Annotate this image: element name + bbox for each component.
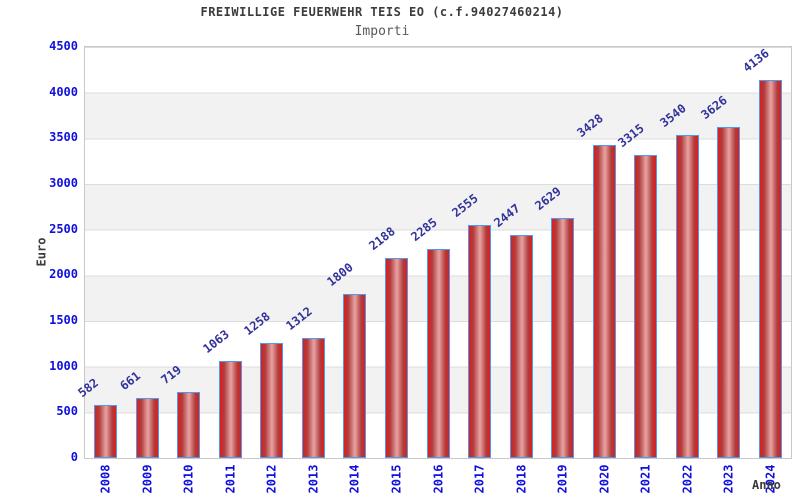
bar-value-label: 1063 bbox=[200, 327, 232, 356]
bar-2018 bbox=[509, 234, 533, 458]
x-tick-2022: 2022 bbox=[666, 460, 708, 498]
bar-2017 bbox=[468, 224, 492, 458]
x-tick-2011: 2011 bbox=[210, 460, 252, 498]
x-tick-label: 2015 bbox=[389, 464, 404, 494]
x-axis-ticks: 2008 2009 2010 2011 2012 2013 2014 2015 2016 2017… bbox=[85, 460, 791, 500]
x-tick-label: 2009 bbox=[140, 464, 155, 494]
x-tick-2010: 2010 bbox=[168, 460, 210, 498]
y-tick-label: 1000 bbox=[49, 358, 78, 373]
bar-value-label: 719 bbox=[158, 362, 185, 388]
x-tick-2023: 2023 bbox=[708, 460, 750, 498]
bar-value-label: 2188 bbox=[366, 224, 398, 254]
x-tick-2013: 2013 bbox=[293, 460, 335, 498]
bar-value-label: 2447 bbox=[490, 200, 523, 230]
bar-2014 bbox=[343, 293, 367, 458]
x-tick-2021: 2021 bbox=[625, 460, 667, 498]
x-tick-2012: 2012 bbox=[251, 460, 293, 498]
x-tick-2017: 2017 bbox=[459, 460, 501, 498]
bar-value-label: 2285 bbox=[407, 215, 440, 245]
y-tick-label: 3500 bbox=[49, 130, 78, 145]
x-tick-2020: 2020 bbox=[583, 460, 625, 498]
bar-2010 bbox=[177, 392, 201, 458]
bar-2016 bbox=[426, 249, 450, 458]
x-tick-2019: 2019 bbox=[542, 460, 584, 498]
x-tick-label: 2011 bbox=[223, 464, 238, 494]
bar-value-label: 1258 bbox=[241, 309, 274, 339]
bar-2022 bbox=[675, 134, 699, 458]
bar-value-label: 3315 bbox=[615, 121, 647, 151]
chart-subtitle: Importi bbox=[354, 24, 410, 39]
bar-value-label: 3540 bbox=[657, 100, 689, 130]
x-tick-label: 2008 bbox=[98, 464, 113, 494]
x-tick-label: 2013 bbox=[306, 464, 321, 494]
y-tick-label: 500 bbox=[56, 404, 78, 419]
bar-2024 bbox=[758, 80, 782, 458]
bar-2023 bbox=[717, 126, 741, 458]
plot-area: 582 661 719 1063 1258 1312 1800 2188 2285 2555 244… bbox=[76, 46, 792, 459]
y-tick-label: 2000 bbox=[49, 267, 78, 282]
bar-value-label: 661 bbox=[117, 368, 143, 393]
x-tick-label: 2016 bbox=[430, 464, 445, 494]
chart-title: FREIWILLIGE FEUERWEHR TEIS EO (c.f.94027… bbox=[200, 5, 564, 19]
bar-value-label: 3428 bbox=[573, 111, 606, 140]
y-tick-label: 1500 bbox=[49, 313, 78, 327]
x-tick-label: 2012 bbox=[264, 464, 279, 494]
bar-value-label: 4136 bbox=[740, 46, 772, 76]
y-tick-label: 0 bbox=[70, 450, 78, 464]
x-tick-label: 2018 bbox=[514, 464, 529, 494]
bar-2015 bbox=[384, 258, 408, 458]
bar-value-label: 582 bbox=[75, 375, 102, 400]
bar-value-label: 2555 bbox=[449, 190, 481, 220]
y-tick-label: 4000 bbox=[49, 84, 78, 99]
bar-value-label: 2629 bbox=[532, 184, 564, 213]
y-tick-label: 2500 bbox=[49, 221, 78, 236]
bar-2021 bbox=[634, 155, 658, 458]
x-tick-2014: 2014 bbox=[334, 460, 376, 498]
x-axis-title: Anno bbox=[752, 478, 781, 492]
x-tick-2015: 2015 bbox=[376, 460, 418, 498]
y-axis-ticks: 0 500 1000 1500 2000 2500 3000 3500 4000 4500 bbox=[0, 39, 78, 464]
bar-2013 bbox=[301, 338, 325, 458]
x-tick-label: 2023 bbox=[721, 464, 736, 494]
x-tick-label: 2010 bbox=[181, 464, 196, 494]
bar-2012 bbox=[260, 343, 284, 458]
x-tick-2016: 2016 bbox=[417, 460, 459, 498]
x-tick-label: 2019 bbox=[555, 464, 570, 494]
x-tick-label: 2021 bbox=[638, 464, 653, 494]
x-tick-2008: 2008 bbox=[85, 460, 127, 498]
x-tick-2009: 2009 bbox=[127, 460, 169, 498]
x-tick-label: 2017 bbox=[472, 464, 487, 494]
bar-value-label: 3626 bbox=[698, 92, 730, 122]
x-tick-label: 2022 bbox=[680, 464, 695, 494]
bar-2009 bbox=[135, 397, 159, 458]
bar-value-label: 1312 bbox=[283, 304, 315, 334]
bar-value-label: 1800 bbox=[324, 259, 357, 289]
y-tick-label: 3000 bbox=[49, 176, 78, 190]
bar-2008 bbox=[94, 404, 118, 458]
y-tick-label: 4500 bbox=[49, 39, 78, 53]
bar-2019 bbox=[551, 217, 575, 458]
x-tick-2018: 2018 bbox=[500, 460, 542, 498]
x-tick-label: 2014 bbox=[347, 464, 362, 494]
bar-2020 bbox=[592, 144, 616, 458]
bar-2011 bbox=[218, 360, 242, 458]
x-tick-label: 2020 bbox=[597, 464, 612, 494]
